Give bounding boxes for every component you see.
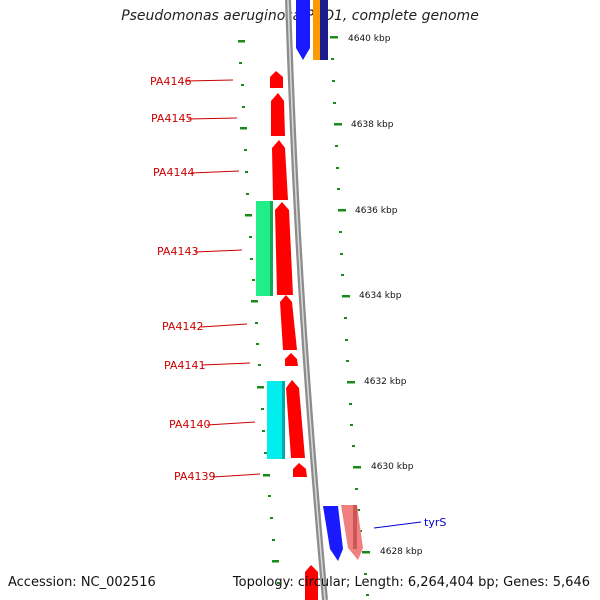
outer-ticks <box>330 36 370 596</box>
gene-pa4140[interactable] <box>286 380 305 458</box>
gene-pa4139[interactable] <box>293 463 307 477</box>
gene-pa4145[interactable] <box>271 93 285 136</box>
gene-pa4142[interactable] <box>280 295 297 350</box>
kbp-label-4630: 4630 kbp <box>371 462 414 472</box>
leader-lines <box>185 79 422 529</box>
gene-top-blue[interactable] <box>296 0 310 60</box>
gene-tyrs-edge <box>353 505 357 549</box>
kbp-label-4634: 4634 kbp <box>359 291 402 301</box>
gene-pa4140-cyan-edge <box>282 381 285 459</box>
gene-blue-bottom[interactable] <box>323 506 343 561</box>
kbp-label-4632: 4632 kbp <box>364 377 407 387</box>
gene-pa4146[interactable] <box>270 71 283 88</box>
gene-pa4143-green-edge <box>270 201 273 296</box>
kbp-label-4640: 4640 kbp <box>348 34 391 44</box>
label-pa4141[interactable]: PA4141 <box>164 359 205 372</box>
label-pa4145[interactable]: PA4145 <box>151 112 192 125</box>
label-pa4143[interactable]: PA4143 <box>157 245 198 258</box>
gene-top-orange[interactable] <box>313 0 320 60</box>
genome-backbone-highlight <box>287 0 326 600</box>
gene-top-navy[interactable] <box>320 0 328 60</box>
accession-text: Accession: NC_002516 <box>8 575 156 590</box>
gene-tyrs[interactable] <box>341 505 363 560</box>
gene-pa4143[interactable] <box>275 202 293 295</box>
kbp-label-4638: 4638 kbp <box>351 120 394 130</box>
label-pa4140[interactable]: PA4140 <box>169 418 210 431</box>
kbp-label-4628: 4628 kbp <box>380 547 423 557</box>
gene-red-bottom[interactable] <box>305 565 318 600</box>
gene-pa4143-green[interactable] <box>256 201 273 296</box>
inner-ticks <box>238 40 280 584</box>
gene-pa4144[interactable] <box>272 140 288 200</box>
gene-pa4141[interactable] <box>285 353 298 366</box>
label-pa4146[interactable]: PA4146 <box>150 75 191 88</box>
kbp-label-4636: 4636 kbp <box>355 206 398 216</box>
label-tyrs[interactable]: tyrS <box>424 516 446 529</box>
gene-pa4140-cyan[interactable] <box>267 381 285 459</box>
topology-text: Topology: circular; Length: 6,264,404 bp… <box>232 575 590 590</box>
genome-backbone <box>285 0 328 600</box>
label-pa4139[interactable]: PA4139 <box>174 470 215 483</box>
label-pa4144[interactable]: PA4144 <box>153 166 194 179</box>
label-pa4142[interactable]: PA4142 <box>162 320 203 333</box>
